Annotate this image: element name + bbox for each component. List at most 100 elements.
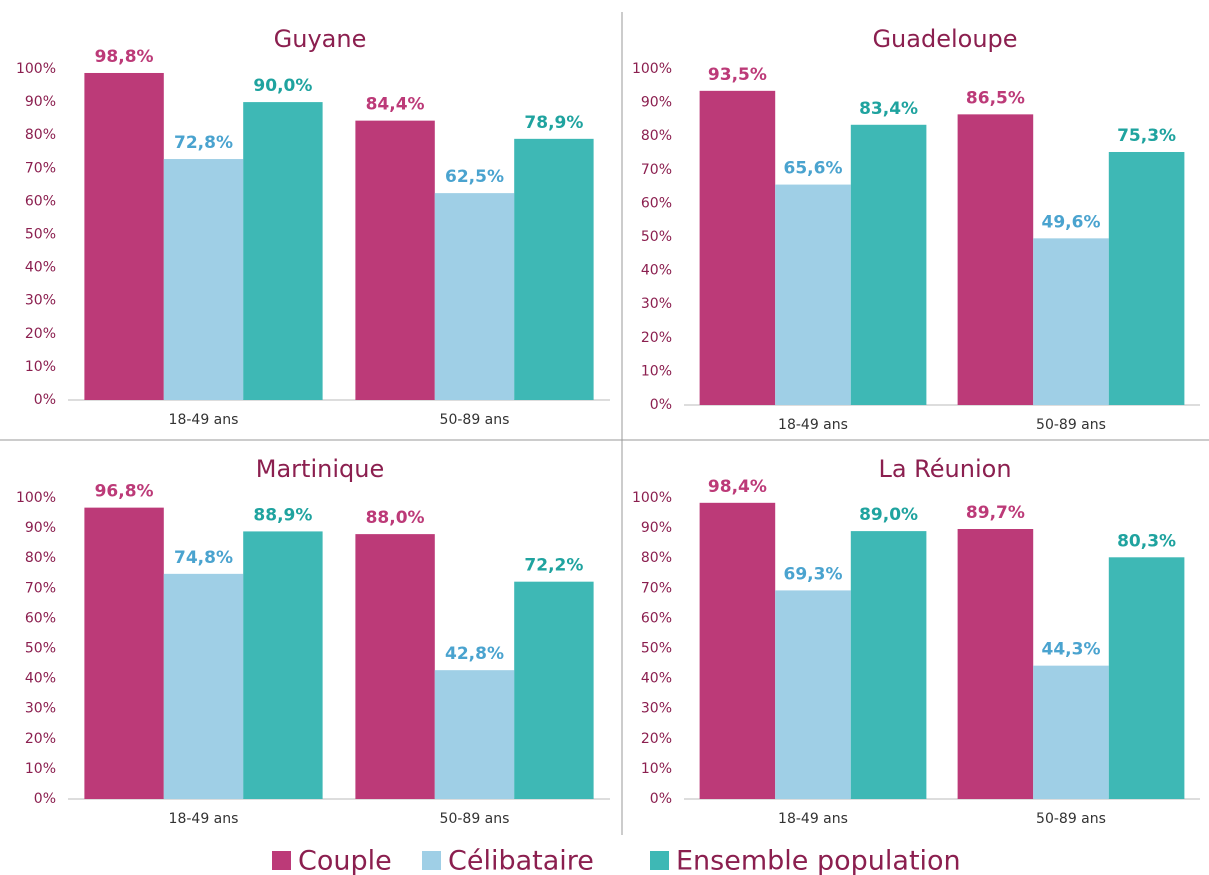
value-label: 89,7% xyxy=(966,503,1025,523)
bar xyxy=(84,72,164,401)
bar xyxy=(163,159,244,400)
legend-label: Ensemble population xyxy=(676,846,961,875)
value-label: 89,0% xyxy=(859,505,918,525)
y-tick-label: 30% xyxy=(25,293,56,309)
bar xyxy=(850,531,927,799)
value-label: 93,5% xyxy=(708,65,767,85)
chart-title: La Réunion xyxy=(878,455,1011,483)
y-tick-label: 100% xyxy=(16,61,56,77)
bar xyxy=(434,670,515,799)
y-tick-label: 70% xyxy=(641,162,672,178)
x-tick-label: 50-89 ans xyxy=(1036,417,1106,433)
y-tick-label: 10% xyxy=(641,761,672,777)
y-tick-label: 60% xyxy=(641,195,672,211)
value-label: 42,8% xyxy=(445,644,504,664)
legend-swatch xyxy=(422,851,441,870)
y-tick-label: 50% xyxy=(641,641,672,657)
chart-title: Guadeloupe xyxy=(872,25,1017,53)
bar xyxy=(1033,238,1109,405)
value-label: 49,6% xyxy=(1042,212,1101,232)
legend-label: Couple xyxy=(298,846,392,875)
y-tick-label: 90% xyxy=(641,95,672,111)
bar xyxy=(355,120,435,401)
value-label: 83,4% xyxy=(859,99,918,119)
y-tick-label: 80% xyxy=(25,550,56,566)
bar xyxy=(775,184,851,405)
value-label: 72,8% xyxy=(174,133,233,153)
value-label: 98,8% xyxy=(95,47,154,67)
y-tick-label: 80% xyxy=(641,550,672,566)
y-tick-label: 90% xyxy=(25,520,56,536)
bar xyxy=(84,507,164,799)
value-label: 88,9% xyxy=(253,505,312,525)
y-tick-label: 20% xyxy=(25,731,56,747)
x-tick-label: 50-89 ans xyxy=(440,811,510,827)
y-tick-label: 60% xyxy=(641,610,672,626)
value-label: 96,8% xyxy=(95,482,154,502)
y-tick-label: 0% xyxy=(34,791,56,807)
legend-swatch xyxy=(272,851,291,870)
value-label: 75,3% xyxy=(1117,126,1176,146)
y-tick-label: 20% xyxy=(641,330,672,346)
value-label: 74,8% xyxy=(174,548,233,568)
legend-swatch xyxy=(650,851,669,870)
y-tick-label: 30% xyxy=(641,296,672,312)
bar xyxy=(957,114,1034,406)
x-tick-label: 18-49 ans xyxy=(778,417,848,433)
bar xyxy=(850,124,927,405)
y-tick-label: 10% xyxy=(641,363,672,379)
y-tick-label: 100% xyxy=(16,490,56,506)
value-label: 84,4% xyxy=(366,95,425,115)
y-tick-label: 20% xyxy=(25,326,56,342)
bar xyxy=(355,534,435,799)
value-label: 88,0% xyxy=(366,508,425,528)
value-label: 90,0% xyxy=(253,76,312,96)
value-label: 69,3% xyxy=(784,564,843,584)
y-tick-label: 50% xyxy=(641,229,672,245)
x-tick-label: 50-89 ans xyxy=(440,412,510,428)
bar xyxy=(514,138,594,400)
x-tick-label: 50-89 ans xyxy=(1036,811,1106,827)
y-tick-label: 10% xyxy=(25,761,56,777)
y-tick-label: 40% xyxy=(641,671,672,687)
y-tick-label: 100% xyxy=(632,490,672,506)
value-label: 78,9% xyxy=(524,113,583,133)
y-tick-label: 90% xyxy=(641,520,672,536)
y-tick-label: 0% xyxy=(650,397,672,413)
y-tick-label: 60% xyxy=(25,193,56,209)
y-tick-label: 80% xyxy=(25,127,56,143)
y-tick-label: 30% xyxy=(25,701,56,717)
y-tick-label: 80% xyxy=(641,128,672,144)
bar xyxy=(243,102,323,400)
y-tick-label: 70% xyxy=(641,580,672,596)
value-label: 65,6% xyxy=(784,159,843,179)
bar xyxy=(1108,151,1185,405)
bar xyxy=(243,531,323,799)
y-tick-label: 40% xyxy=(25,260,56,276)
bar xyxy=(434,193,515,400)
y-tick-label: 40% xyxy=(641,263,672,279)
chart-title: Martinique xyxy=(256,455,384,483)
y-tick-label: 0% xyxy=(650,791,672,807)
y-tick-label: 30% xyxy=(641,701,672,717)
value-label: 98,4% xyxy=(708,477,767,497)
x-tick-label: 18-49 ans xyxy=(169,811,239,827)
y-tick-label: 70% xyxy=(25,160,56,176)
value-label: 86,5% xyxy=(966,88,1025,108)
y-tick-label: 20% xyxy=(641,731,672,747)
bar xyxy=(1033,665,1109,799)
bar xyxy=(699,502,776,799)
value-label: 62,5% xyxy=(445,167,504,187)
bar xyxy=(699,90,776,405)
y-tick-label: 40% xyxy=(25,671,56,687)
chart-title: Guyane xyxy=(274,25,367,53)
y-tick-label: 90% xyxy=(25,94,56,110)
x-tick-label: 18-49 ans xyxy=(778,811,848,827)
y-tick-label: 70% xyxy=(25,580,56,596)
y-tick-label: 60% xyxy=(25,610,56,626)
y-tick-label: 10% xyxy=(25,359,56,375)
value-label: 72,2% xyxy=(524,556,583,576)
bar xyxy=(957,529,1034,799)
y-tick-label: 50% xyxy=(25,227,56,243)
y-tick-label: 0% xyxy=(34,392,56,408)
